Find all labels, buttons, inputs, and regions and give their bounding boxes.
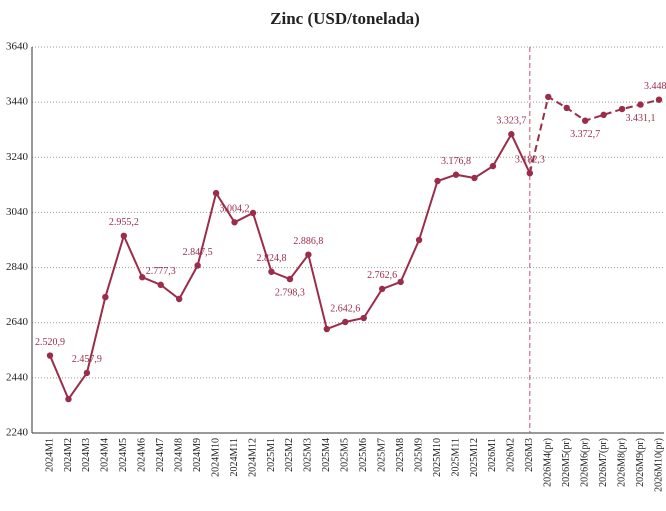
y-tick-label: 2240 [6, 427, 29, 439]
point [46, 352, 54, 359]
value-label: 2.520,9 [35, 337, 65, 348]
point [268, 268, 275, 275]
point [194, 262, 201, 269]
point [139, 274, 146, 281]
y-tick-label: 2640 [6, 316, 29, 328]
value-label: 2.777,3 [146, 266, 176, 277]
y-tick-label: 3640 [6, 41, 29, 53]
x-tick-label: 2025M7 [376, 438, 387, 472]
point [545, 93, 552, 101]
x-tick-label: 2025M3 [303, 438, 314, 472]
point [286, 275, 294, 283]
x-tick-label: 2026M8(pr) [616, 438, 627, 487]
point [378, 285, 386, 293]
value-label: 2.886,8 [293, 236, 323, 247]
y-tick-label: 3440 [6, 96, 29, 108]
value-label: 2.642,6 [330, 303, 360, 314]
x-tick-label: 2024M3 [81, 438, 92, 472]
point [508, 131, 515, 138]
x-tick-label: 2024M8 [173, 438, 184, 472]
point [397, 278, 404, 286]
value-label: 3.372,7 [570, 129, 600, 140]
point [212, 189, 220, 197]
x-tick-label: 2025M10 [432, 438, 443, 477]
x-tick-label: 2025M5 [340, 438, 351, 472]
value-label: 2.955,2 [109, 217, 139, 228]
value-label: 3.176,8 [441, 156, 471, 167]
x-tick-label: 2024M11 [229, 438, 240, 477]
x-tick-label: 2026M6(pr) [579, 438, 590, 487]
x-tick-label: 2025M4 [321, 438, 332, 472]
x-tick-label: 2024M5 [118, 438, 129, 472]
point [452, 171, 460, 178]
point [360, 314, 367, 322]
x-tick-label: 2026M1 [487, 438, 498, 472]
point [655, 96, 663, 103]
value-label: 3.323,7 [496, 116, 526, 127]
chart-title: Zinc (USD/tonelada) [270, 9, 420, 28]
point [175, 295, 183, 303]
value-label: 2.457,9 [72, 354, 102, 365]
x-tick-label: 2024M4 [100, 438, 111, 472]
x-tick-label: 2024M7 [155, 438, 166, 472]
y-tick-label: 3040 [6, 206, 29, 218]
point [581, 117, 589, 124]
point [489, 162, 497, 170]
x-tick-label: 2026M5(pr) [561, 438, 572, 487]
value-label: 3.448,9 [644, 81, 666, 92]
x-tick-label: 2026M3 [524, 438, 535, 472]
point [471, 174, 478, 182]
point [618, 105, 626, 113]
x-tick-label: 2024M1 [44, 438, 55, 472]
x-tick-label: 2025M12 [469, 438, 480, 477]
x-tick-label: 2025M8 [395, 438, 406, 472]
y-tick-label: 3240 [6, 151, 29, 163]
point [65, 395, 72, 403]
point [323, 325, 331, 333]
x-tick-label: 2025M9 [413, 438, 424, 472]
x-tick-label: 2025M2 [284, 438, 295, 472]
x-tick-label: 2025M6 [358, 438, 369, 472]
point [563, 104, 570, 112]
point [637, 101, 644, 108]
x-tick-label: 2026M4(pr) [543, 438, 554, 487]
x-tick-label: 2026M10(pr) [653, 438, 664, 492]
point [434, 177, 441, 185]
x-tick-label: 2026M7(pr) [598, 438, 609, 487]
y-tick-label: 2440 [6, 371, 29, 383]
point [249, 209, 257, 217]
value-label: 2.824,8 [256, 253, 286, 264]
x-tick-label: 2025M11 [450, 438, 461, 477]
point [342, 318, 349, 326]
x-tick-label: 2024M6 [137, 438, 148, 472]
value-label: 3.431,1 [626, 113, 656, 124]
value-label: 2.798,3 [275, 287, 305, 298]
point [415, 236, 423, 244]
value-label: 3.004,2 [220, 204, 250, 215]
x-tick-label: 2026M9(pr) [635, 438, 646, 487]
point [600, 111, 607, 119]
point [83, 369, 91, 377]
y-tick-label: 2840 [6, 261, 29, 273]
value-label: 3.182,3 [515, 154, 545, 165]
point [120, 232, 128, 240]
value-label: 2.847,5 [183, 247, 213, 258]
value-label: 2.762,6 [367, 270, 397, 281]
point [231, 219, 238, 226]
x-tick-label: 2024M12 [247, 438, 258, 477]
point [305, 251, 312, 258]
x-tick-label: 2024M2 [63, 438, 74, 472]
x-tick-label: 2025M1 [266, 438, 277, 472]
x-tick-label: 2024M9 [192, 438, 203, 472]
point [102, 293, 109, 301]
x-tick-label: 2026M2 [506, 438, 517, 472]
x-tick-label: 2024M10 [210, 438, 221, 477]
point [157, 281, 164, 289]
